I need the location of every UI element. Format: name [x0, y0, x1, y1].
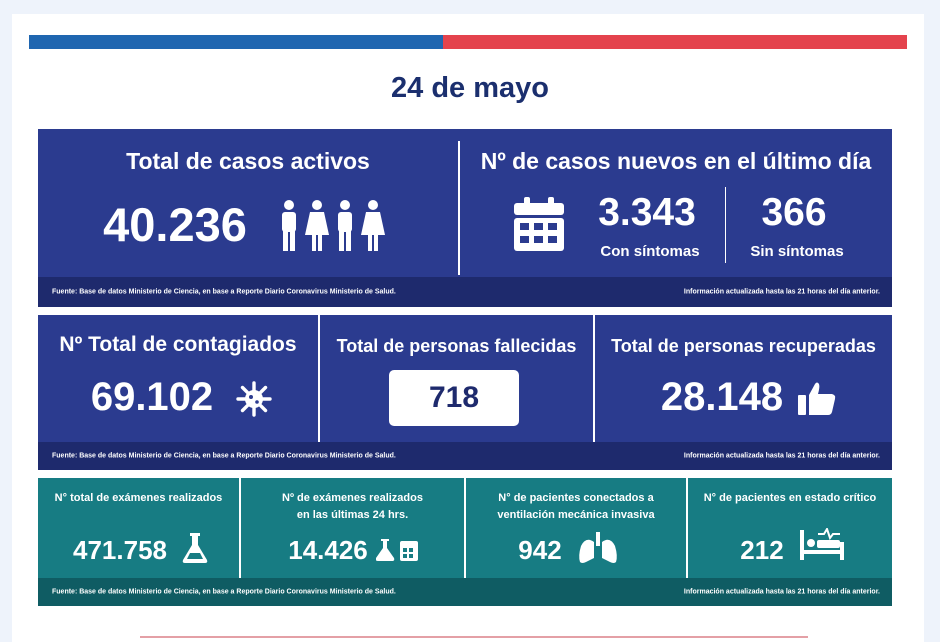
people-icon — [277, 199, 391, 253]
row3-panel: N° total de exámenes realizados 471.758 … — [38, 478, 892, 606]
deaths-title: Total de personas fallecidas — [336, 336, 577, 356]
exams-total-value: 471.758 — [73, 535, 167, 565]
exams-total-title: N° total de exámenes realizados — [54, 492, 223, 504]
row2-updated: Información actualizada hasta las 21 hor… — [683, 452, 880, 460]
recovered-title: Total de personas recuperadas — [611, 336, 876, 356]
row1-source: Fuente: Base de datos Ministerio de Cien… — [52, 288, 396, 296]
active-cases-title: Total de casos activos — [126, 148, 370, 174]
ventilated-title-line1: N° de pacientes conectados a — [498, 492, 654, 504]
exams-24h-title-line1: Nº de exámenes realizados — [282, 492, 423, 504]
exams-24h-title-line2: en las últimas 24 hrs. — [296, 509, 409, 521]
flask-calendar-icon — [376, 539, 418, 561]
deaths-value: 718 — [428, 381, 480, 414]
row2-source: Fuente: Base de datos Ministerio de Cien… — [52, 452, 396, 460]
row1-panel: Total de casos activos 40.236 Nº de caso… — [38, 129, 892, 307]
row3-source: Fuente: Base de datos Ministerio de Cien… — [52, 588, 396, 596]
exams-24h-title: Nº de exámenes realizados en las últimas… — [241, 490, 464, 524]
row2-divider-2 — [593, 315, 595, 442]
row3-updated: Información actualizada hasta las 21 hor… — [683, 588, 880, 596]
calendar-icon — [514, 197, 564, 251]
row1-updated: Información actualizada hasta las 21 hor… — [683, 288, 880, 296]
ventilated-value: 942 — [518, 535, 562, 565]
ventilated-title: N° de pacientes conectados a ventilación… — [466, 490, 686, 524]
active-cases-value: 40.236 — [103, 198, 247, 251]
bottom-rule — [140, 636, 808, 638]
row1-footer: Fuente: Base de datos Ministerio de Cien… — [38, 277, 892, 307]
flag-blue — [29, 35, 443, 49]
flask-icon — [182, 533, 208, 563]
total-infected-title: Nº Total de contagiados — [59, 333, 297, 356]
row3-divider-2 — [464, 478, 466, 578]
symptomatic-value: 3.343 — [598, 191, 696, 234]
row3-divider-3 — [686, 478, 688, 578]
row3-divider-1 — [239, 478, 241, 578]
row2-footer: Fuente: Base de datos Ministerio de Cien… — [38, 442, 892, 470]
asymptomatic-value: 366 — [761, 191, 827, 234]
total-infected-value: 69.102 — [90, 375, 214, 419]
exams-24h-value: 14.426 — [288, 535, 368, 565]
critical-title: N° de pacientes en estado crítico — [703, 492, 877, 504]
row2-panel: Nº Total de contagiados 69.102 Total de … — [38, 315, 892, 470]
ventilated-title-line2: ventilación mecánica invasiva — [497, 509, 655, 521]
row1-divider — [458, 141, 460, 275]
deaths-value-box: 718 — [389, 370, 519, 426]
symptomatic-label: Con síntomas — [600, 243, 700, 260]
lungs-icon — [578, 532, 618, 564]
row3-footer: Fuente: Base de datos Ministerio de Cien… — [38, 578, 892, 606]
hospital-bed-icon — [800, 528, 844, 560]
flag-stripe — [29, 35, 907, 49]
report-date: 24 de mayo — [391, 72, 549, 104]
row2-divider-1 — [318, 315, 320, 442]
critical-value: 212 — [740, 535, 784, 565]
new-cases-divider — [725, 187, 726, 263]
asymptomatic-label: Sin síntomas — [750, 243, 844, 260]
recovered-value: 28.148 — [660, 375, 784, 419]
thumbs-up-icon — [798, 381, 836, 415]
virus-icon — [236, 381, 272, 417]
flag-red — [443, 35, 907, 49]
new-cases-title: Nº de casos nuevos en el último día — [480, 148, 872, 174]
